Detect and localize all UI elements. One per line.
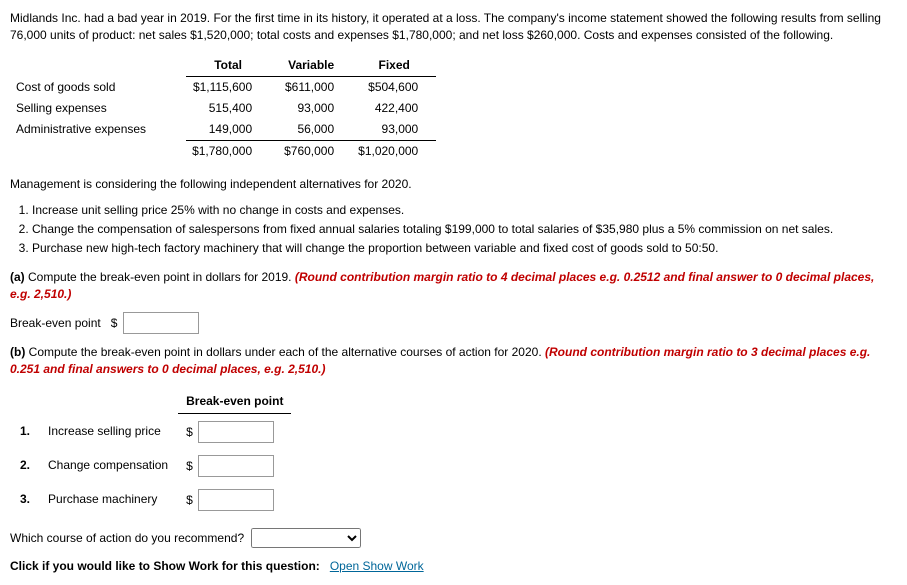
bep-label: Break-even point bbox=[10, 316, 101, 330]
list-item: Purchase new high-tech factory machinery… bbox=[32, 240, 897, 257]
part-a-answer: Break-even point $ bbox=[10, 312, 897, 334]
bep-2019-input[interactable] bbox=[123, 312, 199, 334]
list-item: Increase unit selling price 25% with no … bbox=[32, 202, 897, 219]
table-row: 3. Purchase machinery $ bbox=[12, 484, 291, 516]
list-item: Change the compensation of salespersons … bbox=[32, 221, 897, 238]
bep-alt3-input[interactable] bbox=[198, 489, 274, 511]
table-row-total: $1,780,000 $760,000 $1,020,000 bbox=[10, 140, 436, 161]
bep-table: Break-even point 1. Increase selling pri… bbox=[10, 388, 293, 518]
bep-header: Break-even point bbox=[178, 390, 291, 414]
bep-alt2-input[interactable] bbox=[198, 455, 274, 477]
part-a-question: (a) Compute the break-even point in doll… bbox=[10, 269, 897, 303]
table-row: Selling expenses 515,400 93,000 422,400 bbox=[10, 98, 436, 119]
col-fixed: Fixed bbox=[352, 54, 436, 77]
recommend-select[interactable] bbox=[251, 528, 361, 548]
recommend-label: Which course of action do you recommend? bbox=[10, 531, 244, 545]
col-variable: Variable bbox=[270, 54, 352, 77]
problem-intro: Midlands Inc. had a bad year in 2019. Fo… bbox=[10, 10, 897, 44]
open-show-work-link[interactable]: Open Show Work bbox=[330, 559, 424, 573]
table-row: 2. Change compensation $ bbox=[12, 450, 291, 482]
dollar-sign: $ bbox=[186, 425, 193, 439]
col-total: Total bbox=[186, 54, 270, 77]
dollar-sign: $ bbox=[186, 459, 193, 473]
bep-alt1-input[interactable] bbox=[198, 421, 274, 443]
table-row: 1. Increase selling price $ bbox=[12, 416, 291, 448]
table-row: Cost of goods sold $1,115,600 $611,000 $… bbox=[10, 77, 436, 98]
dollar-sign: $ bbox=[111, 316, 118, 330]
alternatives-list: Increase unit selling price 25% with no … bbox=[16, 202, 897, 256]
table-row: Administrative expenses 149,000 56,000 9… bbox=[10, 119, 436, 140]
part-b-question: (b) Compute the break-even point in doll… bbox=[10, 344, 897, 378]
management-line: Management is considering the following … bbox=[10, 176, 897, 193]
show-work-label: Click if you would like to Show Work for… bbox=[10, 559, 320, 573]
dollar-sign: $ bbox=[186, 493, 193, 507]
costs-table: Total Variable Fixed Cost of goods sold … bbox=[10, 54, 436, 162]
